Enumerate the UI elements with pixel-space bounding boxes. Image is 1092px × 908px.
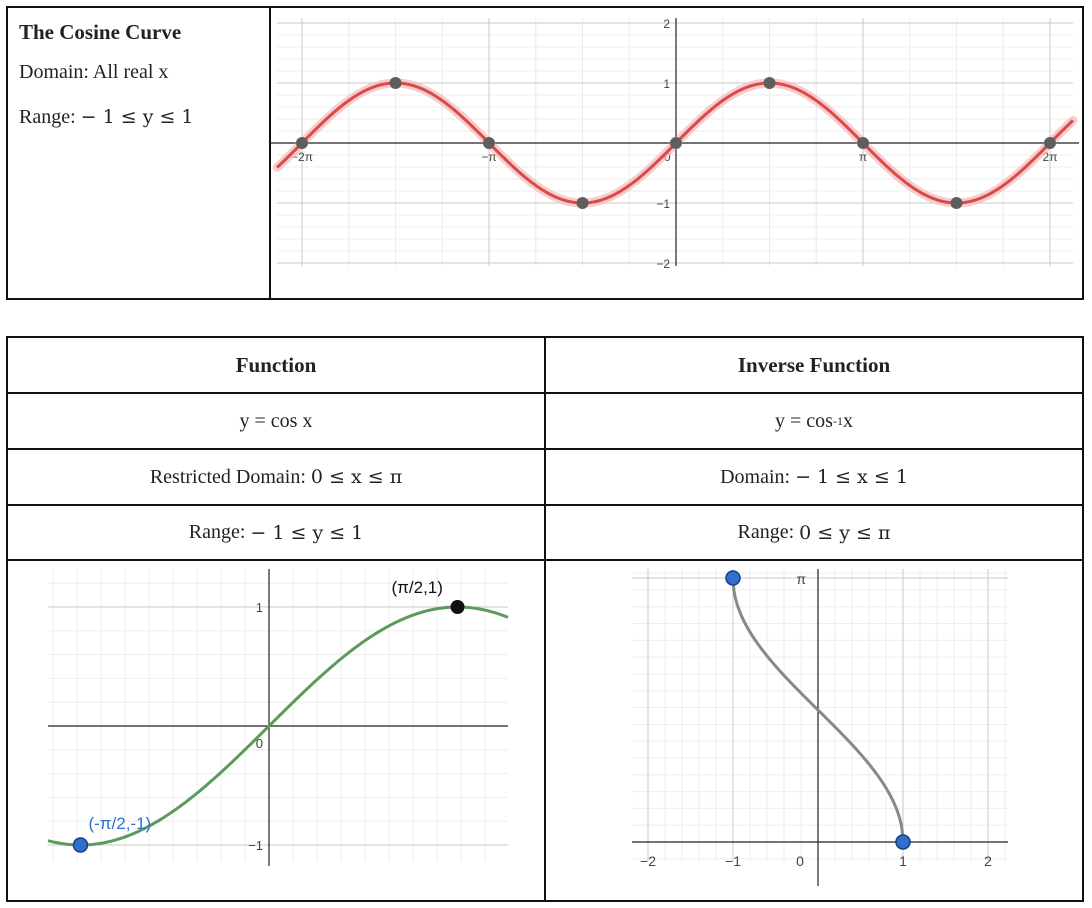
function-equation: y = cos x bbox=[8, 394, 546, 448]
arccos-curve-line bbox=[731, 577, 905, 843]
cosine-range-label: Range: bbox=[19, 106, 76, 128]
range-row: Range: − 1 ≤ y ≤ 1 Range: 0 ≤ y ≤ π bbox=[8, 506, 1082, 561]
y-tick-label: 1 bbox=[256, 600, 263, 615]
y-tick-label: 2 bbox=[663, 17, 670, 31]
cosine-point bbox=[670, 137, 682, 149]
cosine-point bbox=[950, 197, 963, 209]
max-point bbox=[450, 600, 465, 614]
function-domain-label: Restricted Domain: bbox=[149, 465, 306, 488]
min-point bbox=[72, 837, 89, 853]
inverse-function-graph: −2 −1 0 1 2 π bbox=[632, 569, 1008, 886]
x-tick-label: 2 bbox=[984, 853, 992, 869]
inverse-eq-base: y = cos bbox=[775, 409, 833, 432]
inverse-range-math: 0 ≤ y ≤ π bbox=[799, 521, 891, 544]
cosine-point bbox=[296, 137, 309, 149]
function-graph-cell: −1 0 1 (-π/2,-1) (π/2,1) bbox=[8, 561, 546, 900]
y-tick-label: 1 bbox=[663, 77, 670, 91]
x-tick-label: −2 bbox=[640, 853, 656, 869]
cosine-range: Range: − 1 ≤ y ≤ 1 bbox=[19, 106, 257, 129]
x-tick-label: −π bbox=[481, 150, 496, 164]
cosine-info-cell: The Cosine Curve Domain: All real x Rang… bbox=[8, 8, 271, 298]
y-tick-label: −1 bbox=[248, 838, 263, 853]
cosine-curve-panel: The Cosine Curve Domain: All real x Rang… bbox=[6, 6, 1084, 300]
endpoint bbox=[725, 570, 741, 586]
equation-row: y = cos x y = cos -1 x bbox=[8, 394, 1082, 450]
cosine-point bbox=[857, 137, 870, 149]
cosine-point bbox=[482, 137, 495, 149]
function-range-label: Range: bbox=[188, 521, 246, 543]
inverse-domain-label: Domain: bbox=[720, 465, 791, 488]
cosine-graph-cell: −2π −π 0 π 2π −2 −1 1 2 bbox=[271, 8, 1082, 298]
y-tick-label: −1 bbox=[656, 197, 670, 211]
cosine-point bbox=[1043, 137, 1056, 149]
function-domain-math: 0 ≤ x ≤ π bbox=[310, 466, 403, 488]
cosine-graph: −2π −π 0 π 2π−2−112 bbox=[271, 17, 1079, 271]
x-tick-label: 2π bbox=[1043, 150, 1058, 164]
cosine-title: The Cosine Curve bbox=[19, 20, 182, 44]
domain-row: Restricted Domain: 0 ≤ x ≤ π Domain: − 1… bbox=[8, 450, 1082, 506]
table-header-row: Function Inverse Function bbox=[8, 338, 1082, 394]
max-point-label: (π/2,1) bbox=[392, 578, 443, 597]
x-tick-label: π bbox=[859, 150, 867, 164]
endpoint bbox=[895, 834, 911, 850]
inverse-eq-sup: -1 bbox=[832, 413, 843, 428]
inverse-domain: Domain: − 1 ≤ x ≤ 1 bbox=[546, 450, 1082, 504]
y-tick-label: π bbox=[796, 571, 806, 587]
inverse-range: Range: 0 ≤ y ≤ π bbox=[546, 506, 1082, 559]
x-tick-label: −1 bbox=[725, 853, 741, 869]
inverse-eq-end: x bbox=[842, 409, 853, 432]
inverse-graph-cell: −2 −1 0 1 2 π bbox=[546, 561, 1082, 900]
function-domain: Restricted Domain: 0 ≤ x ≤ π bbox=[8, 450, 546, 504]
y-tick-label: 0 bbox=[256, 736, 263, 751]
x-tick-label: 1 bbox=[899, 853, 907, 869]
inverse-range-label: Range: bbox=[737, 521, 795, 543]
x-tick-label: 0 bbox=[796, 853, 804, 869]
inverse-function-header: Inverse Function bbox=[737, 352, 891, 377]
cosine-domain: Domain: All real x bbox=[19, 61, 169, 83]
function-inverse-table: Function Inverse Function y = cos x y = … bbox=[6, 336, 1084, 902]
cosine-range-math: − 1 ≤ y ≤ 1 bbox=[80, 106, 194, 128]
inverse-domain-math: − 1 ≤ x ≤ 1 bbox=[795, 466, 908, 488]
function-range-math: − 1 ≤ y ≤ 1 bbox=[250, 521, 364, 544]
cosine-point bbox=[576, 197, 589, 209]
cosine-point bbox=[763, 77, 776, 89]
graph-row: −1 0 1 (-π/2,-1) (π/2,1) −2 −1 0 1 2 π bbox=[8, 561, 1082, 900]
inverse-equation: y = cos -1 x bbox=[546, 394, 1082, 448]
function-header: Function bbox=[8, 338, 546, 392]
min-point-label: (-π/2,-1) bbox=[88, 814, 151, 833]
y-tick-label: −2 bbox=[656, 257, 670, 271]
restricted-function-graph: −1 0 1 (-π/2,-1) (π/2,1) bbox=[47, 569, 509, 866]
cosine-point bbox=[389, 77, 402, 89]
function-range: Range: − 1 ≤ y ≤ 1 bbox=[8, 506, 546, 559]
sine-curve-line bbox=[47, 605, 509, 847]
